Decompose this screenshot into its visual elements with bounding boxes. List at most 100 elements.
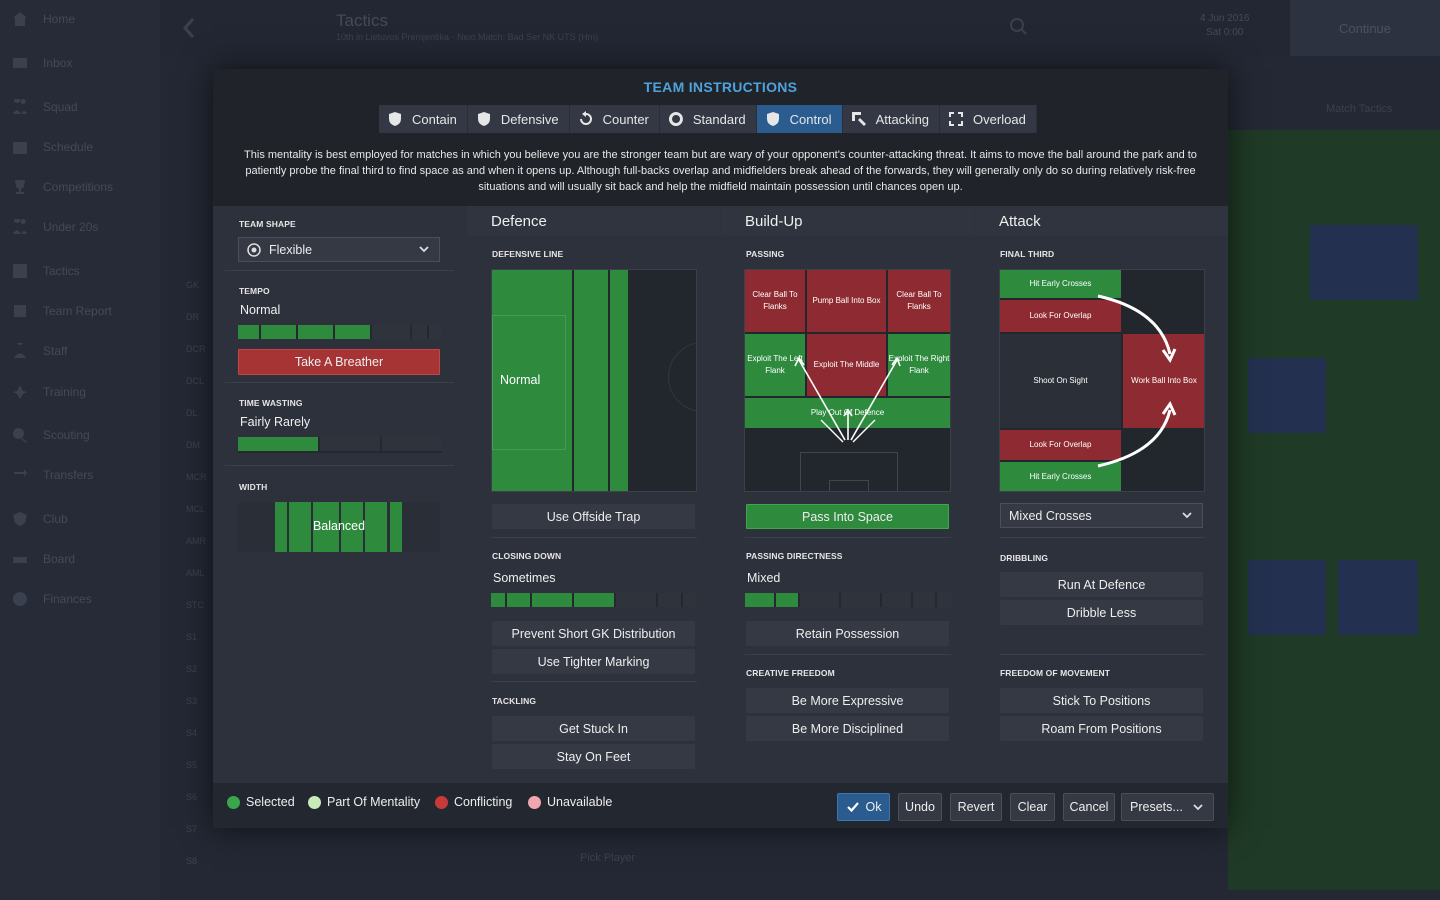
sidebar-item-club[interactable]: Club [0, 501, 160, 537]
presets-button[interactable]: Presets... [1121, 793, 1214, 821]
pass-into-space-button[interactable]: Pass Into Space [746, 504, 949, 529]
time-wasting-bar[interactable] [238, 437, 442, 453]
sidebar-item-label: Staff [43, 344, 68, 358]
level-segment [372, 325, 411, 339]
tab-label: Counter [602, 111, 649, 127]
get-stuck-in-button[interactable]: Get Stuck In [492, 716, 695, 741]
bg-position-label: S1 [186, 632, 198, 642]
tab-attacking[interactable]: Attacking [843, 105, 941, 133]
tab-contain[interactable]: Contain [379, 105, 468, 133]
bg-player-card [1248, 560, 1326, 635]
roam-from-positions-button[interactable]: Roam From Positions [1000, 716, 1203, 741]
sidebar-item-training[interactable]: Training [0, 374, 160, 410]
tab-control[interactable]: Control [756, 105, 843, 133]
sidebar-item-competitions[interactable]: Competitions [0, 169, 160, 205]
level-segment [616, 593, 657, 607]
finances-icon [10, 591, 30, 607]
passing-pitch[interactable]: Clear Ball To Flanks Pump Ball Into Box … [744, 269, 951, 492]
bg-match-tactics[interactable]: Match Tactics [1326, 103, 1393, 115]
tighter-marking-button[interactable]: Use Tighter Marking [492, 649, 695, 674]
mentality-tabs: Contain Defensive Counter Standard Control At… [379, 105, 1037, 133]
sidebar-item-staff[interactable]: Staff [0, 333, 160, 369]
stick-to-positions-button[interactable]: Stick To Positions [1000, 688, 1203, 713]
tab-label: Control [789, 111, 832, 127]
clear-label: Clear [1017, 800, 1048, 814]
page-subtitle: 10th in Lietuvos Premjeriška - Next Matc… [336, 32, 599, 42]
clear-button[interactable]: Clear [1010, 793, 1055, 821]
sidebar-item-transfers[interactable]: Transfers [0, 457, 160, 493]
tab-counter[interactable]: Counter [570, 105, 660, 133]
control-icon [765, 111, 790, 127]
sidebar-item-tactics[interactable]: Tactics [0, 253, 160, 289]
revert-button[interactable]: Revert [950, 793, 1002, 821]
search-icon[interactable] [1010, 18, 1028, 36]
more-expressive-button[interactable]: Be More Expressive [746, 688, 949, 713]
stick-to-positions-label: Stick To Positions [1052, 693, 1151, 708]
target-icon [247, 242, 261, 257]
pump-zone[interactable]: Pump Ball Into Box [807, 270, 886, 332]
sidebar-item-home[interactable]: Home [0, 1, 160, 37]
passing-arrows [794, 356, 901, 443]
time-wasting-label: TIME WASTING [239, 398, 303, 408]
width-lane [275, 502, 287, 552]
sidebar-item-schedule[interactable]: Schedule [0, 129, 160, 165]
shoot-on-sight-zone[interactable]: Shoot On Sight [1000, 334, 1121, 428]
offside-trap-button[interactable]: Use Offside Trap [492, 504, 695, 529]
sidebar-item-team-report[interactable]: Team Report [0, 293, 160, 329]
squad-icon [10, 219, 30, 235]
prevent-gk-label: Prevent Short GK Distribution [511, 626, 676, 641]
sidebar-item-finances[interactable]: Finances [0, 581, 160, 617]
final-third-pitch[interactable]: Hit Early Crosses Look For Overlap Shoot… [999, 269, 1205, 492]
team-shape-dropdown[interactable]: Flexible [238, 237, 440, 262]
tab-defensive[interactable]: Defensive [468, 105, 570, 133]
sidebar-item-label: Scouting [43, 428, 90, 442]
closing-down-bar[interactable] [491, 593, 697, 607]
tempo-bar[interactable] [238, 325, 442, 339]
undo-button[interactable]: Undo [898, 793, 942, 821]
overlap-bottom-zone[interactable]: Look For Overlap [1000, 430, 1121, 460]
training-icon [10, 384, 30, 400]
zone-label: Look For Overlap [1029, 440, 1092, 449]
run-at-defence-button[interactable]: Run At Defence [1000, 572, 1203, 597]
hit-early-top-zone[interactable]: Hit Early Crosses [1000, 270, 1121, 298]
dribble-less-button[interactable]: Dribble Less [1000, 600, 1203, 625]
freedom-label: FREEDOM OF MOVEMENT [1000, 668, 1111, 678]
sidebar-item-label: Home [43, 12, 76, 26]
ok-button[interactable]: Ok [837, 793, 890, 821]
exploit-right-zone[interactable]: Exploit The Right Flank [888, 334, 950, 396]
tab-label: Overload [973, 111, 1026, 127]
sidebar-item-under-20s[interactable]: Under 20s [0, 209, 160, 245]
dribbling-label: DRIBBLING [1000, 553, 1049, 563]
sidebar-item-squad[interactable]: Squad [0, 89, 160, 125]
clear-left-zone[interactable]: Clear Ball To Flanks [745, 270, 805, 332]
overlap-top-zone[interactable]: Look For Overlap [1000, 300, 1121, 332]
sidebar-item-board[interactable]: Board [0, 541, 160, 577]
retain-possession-button[interactable]: Retain Possession [746, 621, 949, 646]
level-segment [881, 593, 912, 607]
prevent-gk-button[interactable]: Prevent Short GK Distribution [492, 621, 695, 646]
sidebar-item-inbox[interactable]: Inbox [0, 45, 160, 81]
ok-label: Ok [865, 800, 882, 814]
clear-right-zone[interactable]: Clear Ball To Flanks [888, 270, 950, 332]
bg-pick-player[interactable]: Pick Player [580, 852, 636, 864]
contain-icon [387, 111, 412, 127]
tab-overload[interactable]: Overload [940, 105, 1037, 133]
more-disciplined-button[interactable]: Be More Disciplined [746, 716, 949, 741]
attack-arrows [1097, 294, 1177, 468]
take-breather-button[interactable]: Take A Breather [238, 349, 440, 375]
exploit-middle-zone[interactable]: Exploit The Middle [807, 334, 886, 396]
directness-bar[interactable] [745, 593, 951, 607]
back-arrow-icon[interactable] [182, 17, 196, 39]
sidebar-item-scouting[interactable]: Scouting [0, 417, 160, 453]
zone-label: Exploit The Middle [813, 360, 880, 369]
defensive-line-pitch[interactable]: Normal [491, 269, 697, 492]
continue-button[interactable]: Continue [1290, 0, 1440, 56]
width-selector[interactable]: Balanced [238, 502, 440, 552]
tab-standard[interactable]: Standard [660, 105, 757, 133]
defence-column: Defence DEFENSIVE LINE Normal Use Offsid… [467, 206, 720, 783]
crosses-dropdown[interactable]: Mixed Crosses [1000, 503, 1203, 528]
undo-label: Undo [905, 800, 935, 814]
stay-on-feet-button[interactable]: Stay On Feet [492, 744, 695, 769]
width-value: Balanced [312, 519, 366, 533]
cancel-button[interactable]: Cancel [1063, 793, 1115, 821]
